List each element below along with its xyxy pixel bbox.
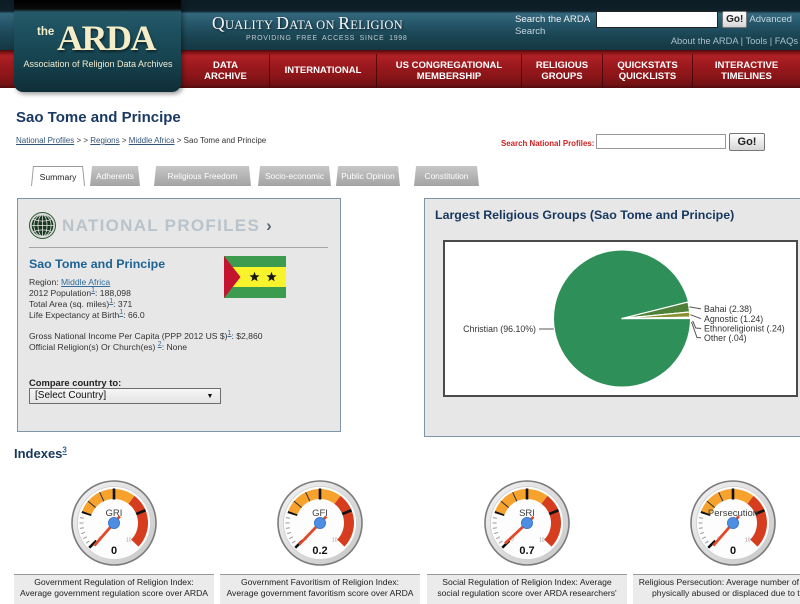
svg-text:10: 10 (332, 537, 338, 543)
svg-text:GFI: GFI (312, 508, 328, 519)
svg-text:Christian (96.10%): Christian (96.10%) (463, 324, 536, 334)
svg-text:10: 10 (539, 537, 545, 543)
svg-text:GRI: GRI (106, 508, 123, 519)
svg-text:10: 10 (126, 537, 132, 543)
svg-text:0: 0 (730, 545, 736, 557)
svg-text:0.2: 0.2 (312, 545, 327, 557)
svg-text:Other (.04): Other (.04) (704, 333, 747, 343)
svg-text:Ethnoreligionist (.24): Ethnoreligionist (.24) (704, 323, 785, 333)
svg-text:Agnostic (1.24): Agnostic (1.24) (704, 314, 763, 324)
svg-text:10: 10 (745, 537, 751, 543)
svg-text:Bahai (2.38): Bahai (2.38) (704, 304, 752, 314)
svg-text:0: 0 (111, 545, 117, 557)
svg-text:0.7: 0.7 (519, 545, 534, 557)
svg-text:0: 0 (511, 537, 514, 543)
svg-text:SRI: SRI (519, 508, 535, 519)
svg-text:Persecution: Persecution (708, 508, 758, 519)
